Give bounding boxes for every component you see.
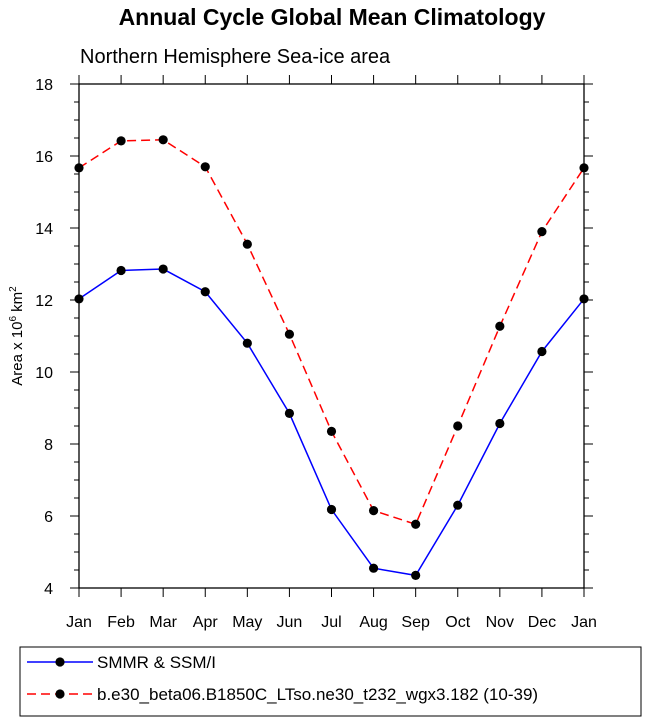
series-line — [78, 268, 585, 577]
data-point — [242, 239, 252, 249]
legend-label: b.e30_beta06.B1850C_LTso.ne30_t232_wgx3.… — [97, 685, 538, 704]
y-axis-label: Area x 106 km2 — [8, 286, 26, 386]
data-point — [537, 346, 547, 357]
y-axis-label-unit-exponent: 2 — [8, 286, 19, 292]
series-line — [78, 139, 585, 526]
data-point — [537, 227, 547, 237]
data-point — [284, 329, 295, 339]
data-point — [495, 321, 505, 331]
chart-title: Annual Cycle Global Mean Climatology — [119, 4, 546, 30]
x-tick-label: Jun — [277, 614, 303, 631]
data-point — [368, 506, 379, 516]
data-point — [200, 287, 210, 297]
legend: SMMR & SSM/I b.e30_beta06.B1850C_LTso.ne3… — [19, 646, 642, 717]
data-point — [326, 426, 337, 436]
legend-swatch-marker — [55, 689, 65, 699]
data-point — [242, 338, 252, 348]
data-point — [326, 504, 337, 515]
y-axis-label-unit: km — [9, 292, 26, 316]
data-point — [453, 421, 463, 431]
legend-label: SMMR & SSM/I — [97, 653, 216, 672]
y-tick-label: 18 — [35, 77, 53, 94]
x-tick-label: Jul — [321, 614, 341, 631]
y-axis-label-prefix: Area x 10 — [9, 322, 26, 386]
data-point — [495, 418, 505, 429]
x-tick-label: May — [232, 614, 262, 631]
x-tick-label: Jan — [66, 614, 92, 631]
x-tick-label: Dec — [528, 614, 556, 631]
y-tick-label: 10 — [35, 365, 53, 382]
series-1 — [74, 264, 589, 581]
y-axis: 4 6 8 10 12 14 16 18 — [35, 77, 593, 598]
data-point — [453, 500, 463, 510]
data-point — [116, 265, 126, 276]
legend-item: b.e30_beta06.B1850C_LTso.ne30_t232_wgx3.… — [27, 685, 538, 704]
x-tick-label: Mar — [149, 614, 177, 631]
data-point — [158, 264, 168, 274]
x-tick-label: Oct — [445, 614, 470, 631]
y-tick-label: 16 — [35, 149, 53, 166]
data-point — [74, 163, 84, 173]
data-point — [116, 136, 126, 146]
y-tick-label: 6 — [44, 509, 53, 526]
data-point — [579, 163, 589, 173]
series-layer — [74, 135, 589, 581]
y-tick-label: 14 — [35, 221, 53, 238]
data-point — [579, 294, 589, 304]
series-2 — [74, 135, 589, 529]
y-axis-label-exponent: 6 — [8, 316, 19, 322]
x-tick-label: Feb — [107, 614, 135, 631]
legend-box — [19, 646, 642, 717]
y-tick-label: 8 — [44, 437, 53, 454]
data-point — [411, 519, 421, 529]
x-tick-label: Jan — [571, 614, 597, 631]
legend-item: SMMR & SSM/I — [27, 653, 216, 672]
x-tick-label: Nov — [486, 614, 514, 631]
data-point — [158, 135, 168, 145]
legend-swatch-marker — [55, 657, 65, 667]
data-point — [411, 570, 421, 581]
data-point — [368, 563, 379, 573]
x-tick-label: Aug — [359, 614, 387, 631]
data-point — [284, 408, 295, 418]
chart-subtitle: Northern Hemisphere Sea-ice area — [80, 46, 391, 68]
x-axis: Jan Feb Mar Apr May Jun Jul Aug Sep Oct Nov Dec Jan — [66, 75, 597, 631]
data-point — [200, 162, 210, 172]
x-tick-label: Sep — [401, 614, 430, 631]
x-tick-label: Apr — [193, 614, 219, 631]
y-tick-label: 4 — [44, 581, 53, 598]
data-point — [74, 294, 84, 304]
y-tick-label: 12 — [35, 293, 53, 310]
